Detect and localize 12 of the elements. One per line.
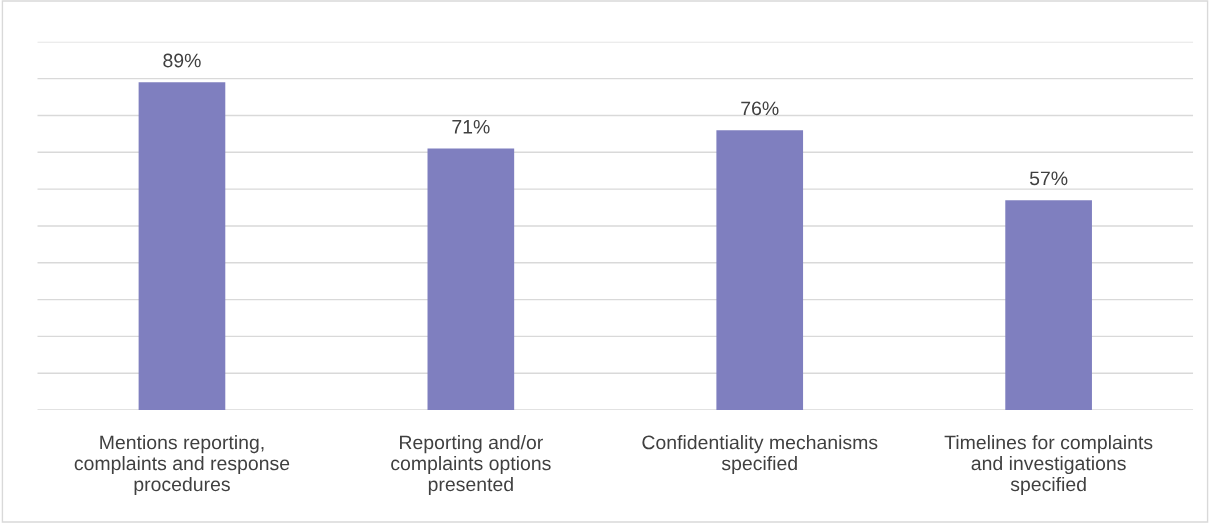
x-tick-label: Confidentiality mechanisms specified bbox=[642, 435, 878, 475]
data-label: 89% bbox=[163, 53, 201, 68]
bar bbox=[716, 130, 804, 411]
bar bbox=[138, 82, 226, 411]
x-tick-label: Mentions reporting, complaints and response procedures bbox=[74, 435, 290, 496]
data-label: 71% bbox=[452, 119, 490, 134]
x-tick-label: Reporting and/or complaints options presented bbox=[391, 435, 551, 496]
x-tick-label: Timelines for complaints and investigations specified bbox=[944, 435, 1153, 496]
data-label: 57% bbox=[1029, 171, 1068, 186]
data-label: 76% bbox=[741, 101, 779, 116]
bar bbox=[1005, 200, 1092, 411]
bar bbox=[427, 148, 515, 411]
